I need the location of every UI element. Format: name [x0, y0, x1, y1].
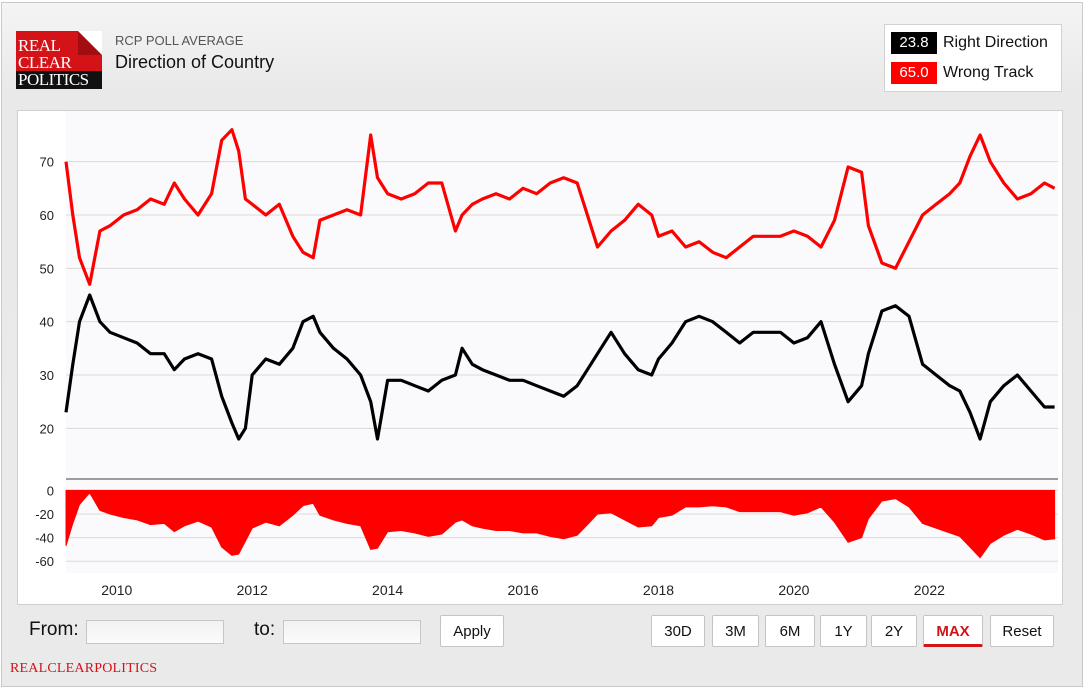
- logo-line-2: CLEAR: [18, 53, 72, 72]
- range-2y-button[interactable]: 2Y: [871, 615, 917, 647]
- chart-kicker: RCP POLL AVERAGE: [115, 33, 244, 48]
- x-tick-label: 2014: [372, 582, 403, 598]
- x-tick-label: 2018: [643, 582, 674, 598]
- x-tick-label: 2022: [914, 582, 945, 598]
- legend-value-right-direction: 23.8: [891, 32, 937, 54]
- from-label: From:: [29, 619, 79, 640]
- apply-button[interactable]: Apply: [440, 615, 504, 647]
- legend-label-right-direction: Right Direction: [943, 34, 1048, 51]
- legend-value-wrong-track: 65.0: [891, 62, 937, 84]
- x-tick-label: 2020: [778, 582, 809, 598]
- range-controls: From: to: Apply 30D 3M 6M 1Y 2Y MAX Rese…: [17, 609, 1063, 653]
- x-tick-label: 2012: [237, 582, 268, 598]
- chart-title: Direction of Country: [115, 52, 275, 72]
- from-date-input[interactable]: [86, 620, 224, 644]
- rcp-logo: REAL CLEAR POLITICS: [16, 31, 102, 89]
- chart-area[interactable]: 20 30 40 50 60 70 0 -20 -40 -60 2010 2012 2014 2016 20…: [17, 110, 1063, 605]
- spread-area: [65, 489, 1056, 559]
- legend: 23.8 Right Direction 65.0 Wrong Track: [884, 24, 1062, 92]
- logo-line-3: POLITICS: [16, 71, 102, 89]
- spread-y-tick-label: -40: [35, 531, 54, 546]
- main-y-tick-label: 20: [40, 421, 54, 436]
- wrong-track-line: [64, 128, 1056, 286]
- range-max-button[interactable]: MAX: [923, 615, 983, 647]
- main-y-tick-label: 50: [40, 261, 54, 276]
- spread-y-tick-label: -60: [35, 554, 54, 569]
- main-y-tick-label: 60: [40, 208, 54, 223]
- logo-corner-fold: [78, 31, 102, 55]
- main-y-tick-label: 30: [40, 368, 54, 383]
- range-3m-button[interactable]: 3M: [712, 615, 759, 647]
- x-tick-label: 2016: [507, 582, 538, 598]
- range-1y-button[interactable]: 1Y: [820, 615, 867, 647]
- to-date-input[interactable]: [283, 620, 421, 644]
- logo-line-1: REAL: [18, 36, 61, 55]
- main-y-tick-label: 70: [40, 155, 54, 170]
- reset-button[interactable]: Reset: [990, 615, 1054, 647]
- x-tick-label: 2010: [101, 582, 132, 598]
- footer-brand: REALCLEARPOLITICS: [10, 661, 158, 676]
- chart-svg: 20 30 40 50 60 70 0 -20 -40 -60 2010 2012 2014 2016 20…: [35, 111, 1058, 598]
- range-30d-button[interactable]: 30D: [651, 615, 705, 647]
- legend-label-wrong-track: Wrong Track: [943, 64, 1034, 81]
- to-label: to:: [254, 619, 276, 640]
- main-y-tick-label: 40: [40, 315, 54, 330]
- spread-y-tick-label: 0: [47, 483, 54, 498]
- spread-y-tick-label: -20: [35, 507, 54, 522]
- range-6m-button[interactable]: 6M: [765, 615, 815, 647]
- right-direction-line: [64, 293, 1055, 441]
